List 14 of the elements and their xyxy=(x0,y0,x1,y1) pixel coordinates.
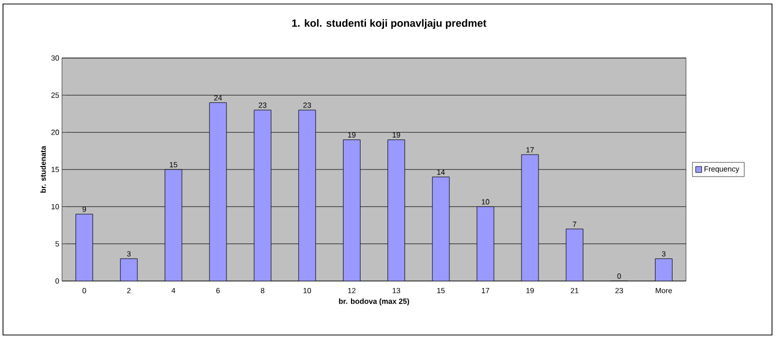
bar xyxy=(476,206,494,281)
bar xyxy=(209,102,227,281)
bar xyxy=(521,154,539,281)
chart-title: 1. kol. studenti koji ponavljaju predmet xyxy=(292,19,486,29)
bar xyxy=(298,110,316,281)
bar xyxy=(120,258,138,281)
bar xyxy=(566,228,584,281)
bar xyxy=(76,214,94,281)
bar xyxy=(432,176,450,281)
bar xyxy=(254,110,272,281)
bar xyxy=(654,258,672,281)
bar xyxy=(388,140,406,281)
bar xyxy=(164,169,182,281)
bar xyxy=(342,140,360,281)
